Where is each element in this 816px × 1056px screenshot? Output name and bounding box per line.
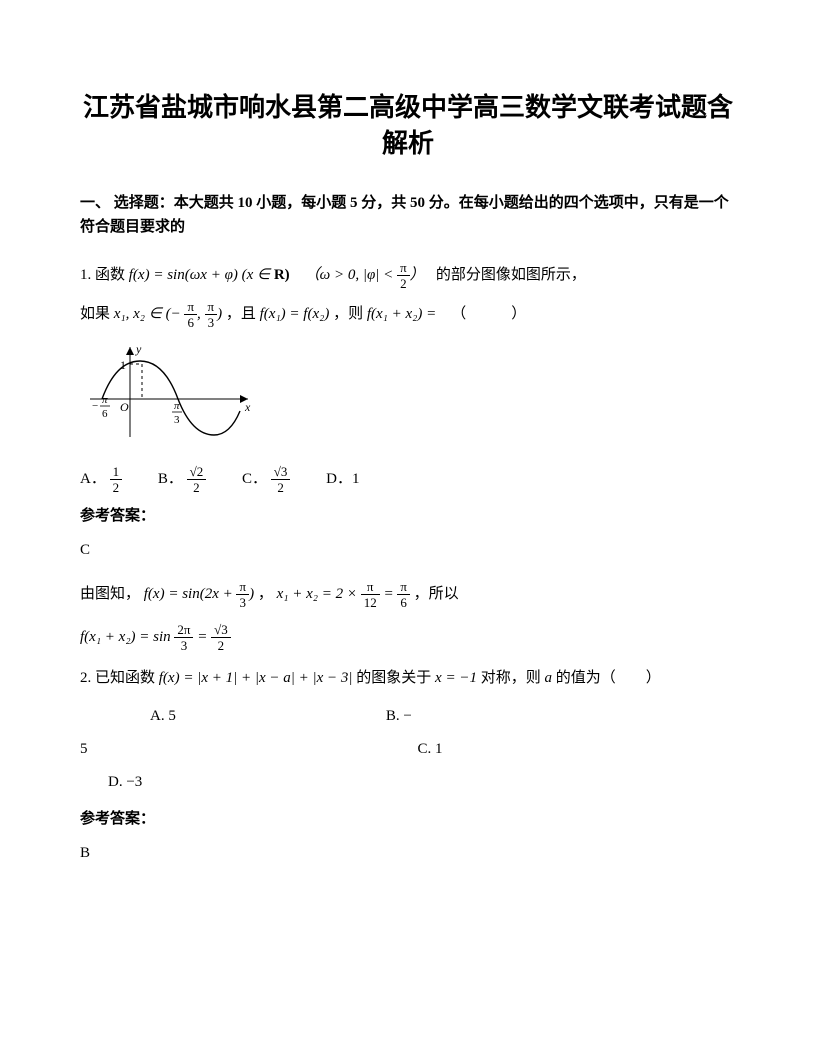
q2-answer-letter: B [80, 841, 736, 865]
frac-pi-2: π2 [397, 261, 410, 290]
q1-expl1: 由图知， f(x) = sin(2x + π3) ， x₁ + x₂ = 2 ×… [80, 580, 736, 609]
graph-pi3n: π [174, 400, 180, 412]
q1-prefix: 1. 函数 [80, 267, 129, 283]
q2-choice-d: D. −3 [108, 766, 142, 799]
graph-one: 1 [120, 358, 126, 372]
q1-tail: 的部分图像如图所示， [436, 267, 586, 283]
q1-expl2: f(x₁ + x₂) = sin 2π3 = √32 [80, 623, 736, 652]
svg-text:−: − [92, 400, 98, 412]
svg-text:O: O [120, 400, 129, 414]
q1-l2f: f(x₁) = f(x₂) [260, 306, 330, 322]
q1-l2e: ，且 [226, 306, 260, 322]
q1-l2g: ，则 [333, 306, 367, 322]
q1-cond: （ω > 0, |φ| < [305, 267, 397, 283]
q1-func: f(x) = sin(ωx + φ) (x ∈ [129, 267, 274, 283]
q1-line2: 如果 x₁, x₂ ∈ (− π6, π3) ，且 f(x₁) = f(x₂) … [80, 300, 736, 329]
q1-choice-c: C． √32 [242, 465, 290, 494]
frac-pi-6a: π6 [184, 300, 197, 329]
q1-l2b: x₁, x₂ ∈ (− [114, 306, 185, 322]
q1-answer-letter: C [80, 538, 736, 562]
q2-answer-label: 参考答案： [80, 807, 736, 831]
q1-choices: A． 12 B． √22 C． √32 D．1 [80, 465, 736, 494]
graph-3: 3 [174, 414, 180, 426]
q2-choices: A. 5 B. − 5 C. 1 D. −3 [80, 700, 736, 799]
q1-l2i: （ ） [451, 306, 526, 322]
graph-6: 6 [102, 408, 108, 420]
question-2: 2. 已知函数 f(x) = |x + 1| + |x − a| + |x − … [80, 666, 736, 865]
sine-graph: 1 x y O − π 6 π 3 [80, 339, 736, 451]
page-title: 江苏省盐城市响水县第二高级中学高三数学文联考试题含解析 [80, 90, 736, 163]
graph-x: x [244, 400, 251, 414]
q1-answer-label: 参考答案： [80, 504, 736, 528]
section-heading: 一、 选择题：本大题共 10 小题，每小题 5 分，共 50 分。在每小题给出的… [80, 191, 736, 239]
graph-y: y [135, 342, 142, 356]
q2-choice-a: A. 5 [80, 700, 176, 733]
q1-R: R) [274, 267, 290, 283]
q2-choice-b1: B. − [386, 700, 412, 733]
q1-l2a: 如果 [80, 306, 114, 322]
q1-choice-a: A． 12 [80, 465, 122, 494]
q1-l2c: , [197, 306, 205, 322]
q2-choice-b2: 5 [80, 733, 88, 766]
q1-l2d: ) [217, 306, 222, 322]
q2-line1: 2. 已知函数 f(x) = |x + 1| + |x − a| + |x − … [80, 666, 736, 690]
q1-choice-b: B． √22 [158, 465, 206, 494]
q1-choice-d: D．1 [326, 467, 359, 491]
q1-line1: 1. 函数 f(x) = sin(ωx + φ) (x ∈ R) （ω > 0,… [80, 261, 736, 290]
q1-cond2: ） [410, 267, 425, 283]
frac-pi-3a: π3 [205, 300, 218, 329]
q1-l2h: f(x₁ + x₂) = [367, 306, 440, 322]
q2-choice-c: C. 1 [418, 733, 443, 766]
graph-pi6n: π [102, 394, 108, 406]
question-1: 1. 函数 f(x) = sin(ωx + φ) (x ∈ R) （ω > 0,… [80, 261, 736, 652]
